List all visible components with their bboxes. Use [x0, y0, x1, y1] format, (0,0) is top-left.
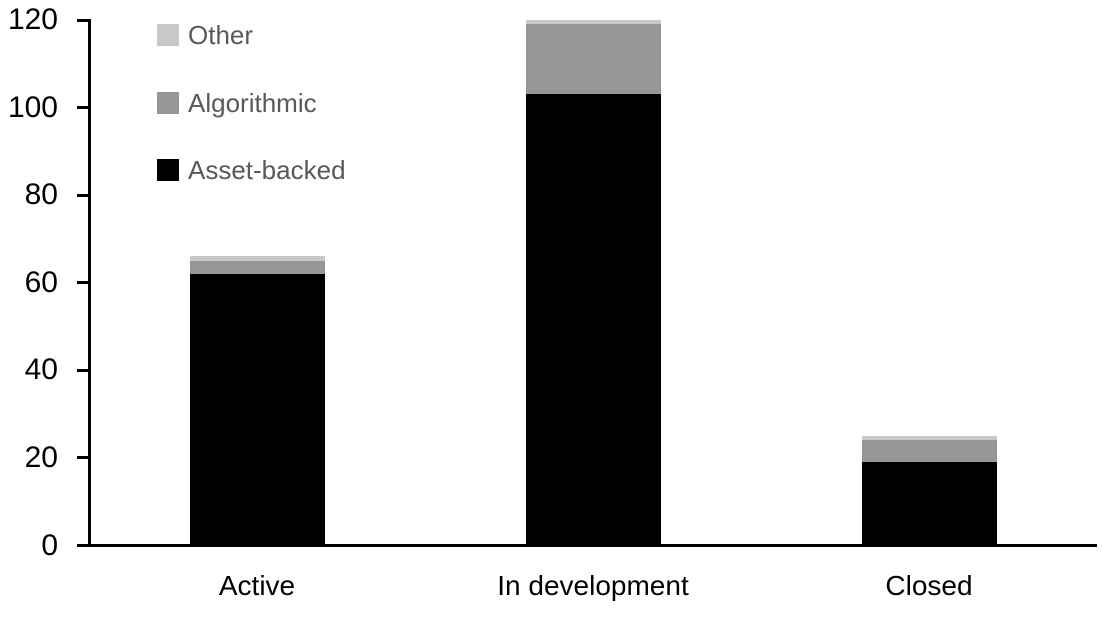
legend-swatch-algorithmic	[157, 92, 179, 114]
bar-segment-other	[189, 256, 325, 261]
y-tick	[77, 456, 90, 460]
y-tick	[77, 281, 90, 285]
legend-swatch-asset-backed	[157, 159, 179, 181]
y-tick-label: 120	[7, 3, 58, 36]
legend-item-algorithmic: Algorithmic	[157, 90, 317, 116]
legend-swatch-other	[157, 24, 179, 46]
y-tick	[77, 193, 90, 197]
y-tick	[77, 106, 90, 110]
y-tick-label: 60	[24, 265, 58, 299]
y-tick-label: 40	[24, 353, 58, 387]
bar-segment-asset-backed	[861, 462, 997, 546]
legend-item-other: Other	[157, 22, 253, 48]
legend-label: Algorithmic	[188, 88, 317, 118]
y-tick	[77, 368, 90, 372]
legend-label: Other	[188, 20, 254, 50]
bar-segment-other	[861, 436, 997, 441]
bar-segment-asset-backed	[525, 94, 661, 546]
x-category-label-closed: Closed	[885, 570, 973, 601]
x-axis-line	[77, 544, 1097, 547]
y-tick-label: 100	[7, 90, 58, 124]
bar-segment-other	[525, 20, 661, 25]
x-category-label-active: Active	[218, 570, 296, 601]
y-tick	[77, 18, 90, 22]
bar-segment-algorithmic	[189, 260, 325, 274]
y-tick-label: 20	[24, 440, 58, 474]
bar-segment-algorithmic	[525, 24, 661, 95]
bar-segment-asset-backed	[189, 273, 325, 546]
legend-label: Asset-backed	[188, 155, 346, 185]
y-tick-label: 0	[41, 528, 58, 562]
y-tick-label: 80	[24, 178, 58, 212]
x-category-label-in-development: In development	[497, 570, 689, 601]
legend-item-asset-backed: Asset-backed	[157, 157, 346, 183]
bar-segment-algorithmic	[861, 440, 997, 463]
